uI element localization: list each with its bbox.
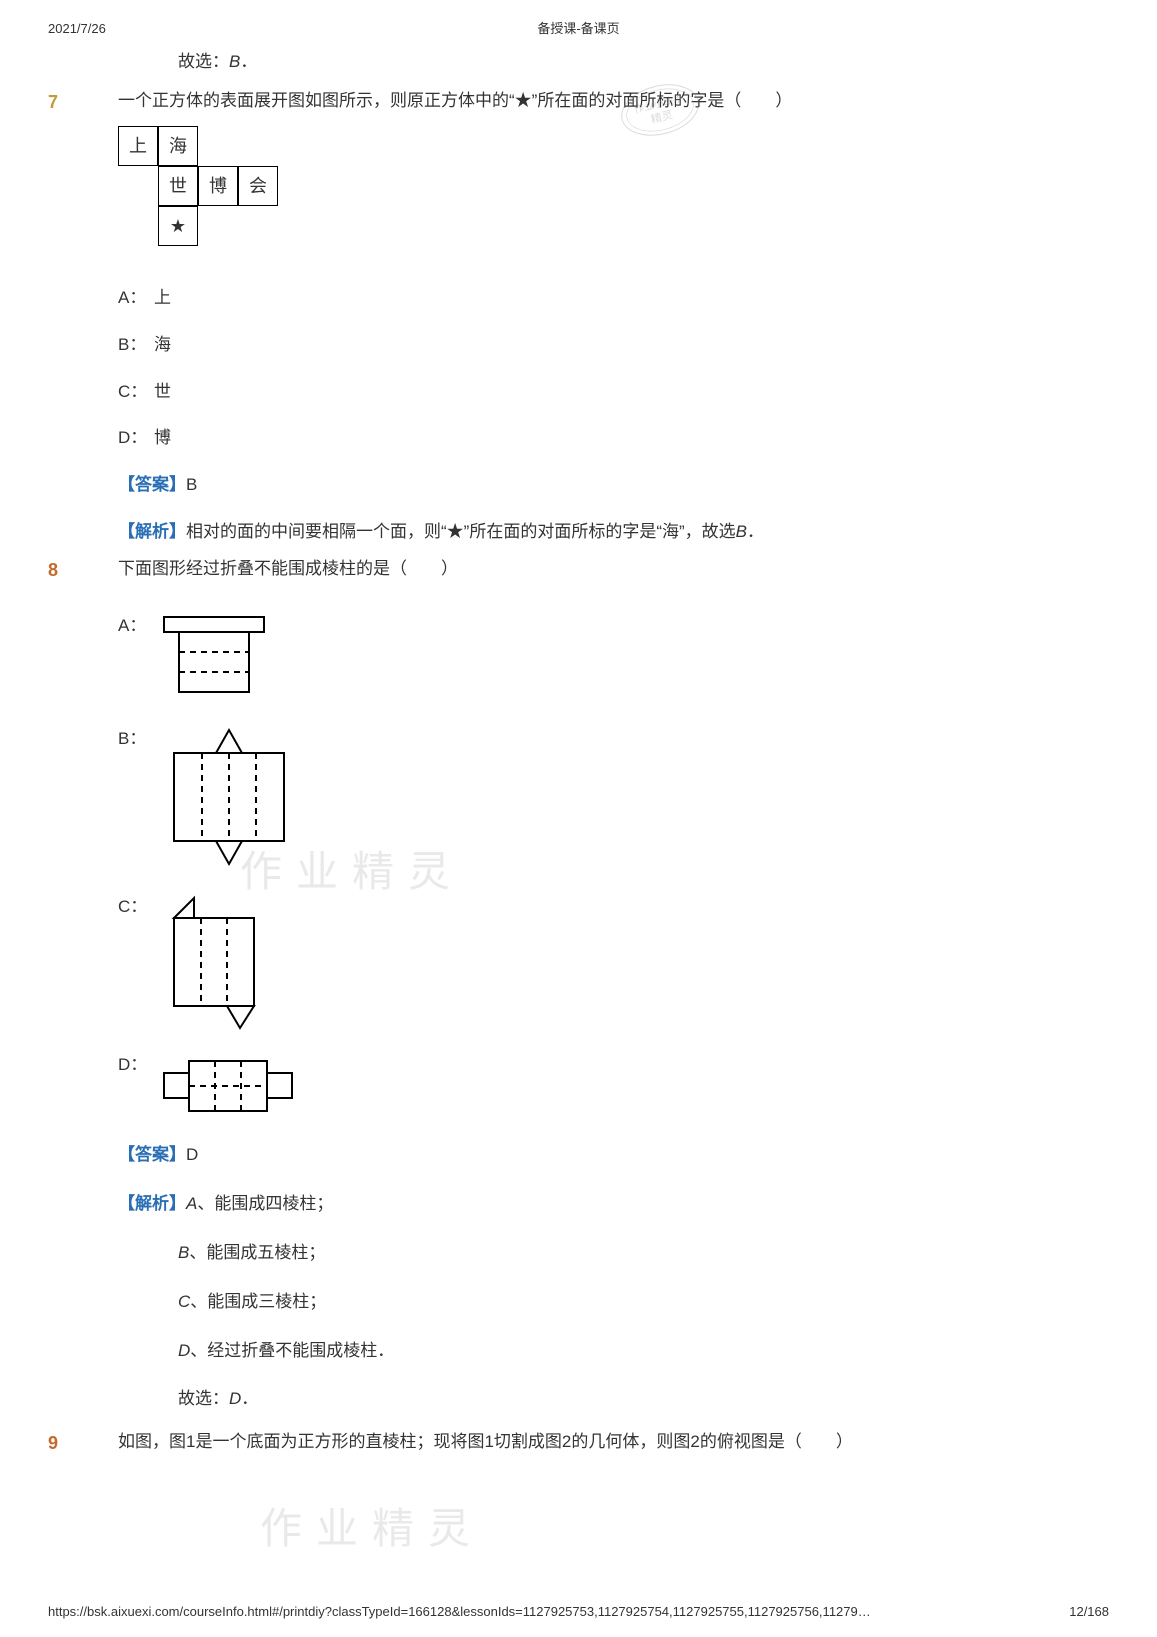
header-title: 备授课-备课页 xyxy=(0,18,1157,40)
q7-option-a: A： 上 xyxy=(118,284,1109,313)
q7-analysis-t3: ． xyxy=(747,522,764,541)
q8-line3: D、经过折叠不能围成棱柱． xyxy=(178,1337,1109,1366)
q9-stem: 如图，图1是一个底面为正方形的直棱柱；现将图1切割成图2的几何体，则图2的俯视图… xyxy=(118,1428,1109,1457)
q8-line1: B、能围成五棱柱； xyxy=(178,1239,1109,1268)
q7-option-b: B： 海 xyxy=(118,331,1109,360)
prev-suffix: ． xyxy=(240,52,257,71)
q8-line2-prefix: C xyxy=(178,1292,190,1311)
q8-line0-rest: 、能围成四棱柱； xyxy=(197,1194,333,1213)
q8-number: 8 xyxy=(48,555,118,586)
q7-stem-p2: 所在面的对面所标的字是（ ） xyxy=(537,91,792,110)
q8-d-label: D： xyxy=(118,1051,154,1080)
q8-b-label: B： xyxy=(118,725,154,754)
q8-line1-rest: 、能围成五棱柱； xyxy=(189,1243,325,1262)
q7-cube-net: 上 海 世 博 会 ★ xyxy=(118,126,298,266)
net-cell-hui: 会 xyxy=(238,166,278,206)
q8-answer-label: 【答案】 xyxy=(118,1145,186,1164)
q8-option-a: A： xyxy=(118,612,1109,707)
net-cell-star: ★ xyxy=(158,206,198,246)
q7-answer: B xyxy=(186,475,197,494)
q8-option-c: C： xyxy=(118,893,1109,1033)
footer-page: 12/168 xyxy=(1069,1601,1109,1623)
q8-line2-rest: 、能围成三棱柱； xyxy=(190,1292,326,1311)
q7-b-label: B： xyxy=(118,331,154,360)
q8-a-label: A： xyxy=(118,612,154,641)
q7-option-d: D： 博 xyxy=(118,424,1109,453)
svg-text:精灵: 精灵 xyxy=(650,108,674,126)
q8-option-b: B： xyxy=(118,725,1109,875)
q8-figure-d xyxy=(154,1051,314,1121)
q7-number: 7 xyxy=(48,87,118,118)
q7-d-label: D： xyxy=(118,424,154,453)
q7-a-label: A： xyxy=(118,284,154,313)
q8-figure-c xyxy=(154,893,284,1033)
q7-c-label: C： xyxy=(118,378,154,407)
q8-conclude-answer: D xyxy=(229,1389,241,1408)
q7-answer-row: 【答案】B xyxy=(118,471,1109,500)
net-cell-shang: 上 xyxy=(118,126,158,166)
question-7: 7 一个正方体的表面展开图如图所示，则原正方体中的“★”所在面的对面所标的字是（… xyxy=(48,87,1109,547)
q9-number: 9 xyxy=(48,1428,118,1459)
q8-line3-prefix: D xyxy=(178,1341,190,1360)
q8-line0-prefix: A xyxy=(186,1194,197,1213)
q8-conclude-suffix: ． xyxy=(241,1389,258,1408)
q8-c-label: C： xyxy=(118,893,154,922)
q7-d-text: 博 xyxy=(154,424,171,453)
q8-line2: C、能围成三棱柱； xyxy=(178,1288,1109,1317)
q7-answer-label: 【答案】 xyxy=(118,475,186,494)
q7-b-text: 海 xyxy=(154,331,171,360)
q7-analysis-t2: B xyxy=(736,522,747,541)
q8-analysis-label: 【解析】 xyxy=(118,1194,186,1213)
question-8: 8 下面图形经过折叠不能围成棱柱的是（ ） A： B： xyxy=(48,555,1109,1414)
q7-stem-p1: 一个正方体的表面展开图如图所示，则原正方体中的 xyxy=(118,91,509,110)
page-footer: https://bsk.aixuexi.com/courseInfo.html#… xyxy=(48,1601,1109,1623)
q8-option-d: D： xyxy=(118,1051,1109,1121)
q8-answer-row: 【答案】D xyxy=(118,1141,1109,1170)
q8-stem: 下面图形经过折叠不能围成棱柱的是（ ） xyxy=(118,555,1109,584)
question-9: 9 如图，图1是一个底面为正方形的直棱柱；现将图1切割成图2的几何体，则图2的俯… xyxy=(48,1428,1109,1467)
q7-analysis: 【解析】相对的面的中间要相隔一个面，则“★”所在面的对面所标的字是“海”，故选B… xyxy=(118,518,1109,547)
q7-stem: 一个正方体的表面展开图如图所示，则原正方体中的“★”所在面的对面所标的字是（ ）… xyxy=(118,87,1109,116)
q8-line3-rest: 、经过折叠不能围成棱柱． xyxy=(190,1341,394,1360)
net-cell-hai: 海 xyxy=(158,126,198,166)
q8-figure-b xyxy=(154,725,304,875)
q7-option-c: C： 世 xyxy=(118,378,1109,407)
watermark-text-2: 作业精灵 xyxy=(260,1495,484,1566)
q8-answer: D xyxy=(186,1145,198,1164)
q7-a-text: 上 xyxy=(154,284,171,313)
q8-conclusion: 故选：D． xyxy=(178,1385,1109,1414)
net-cell-shi: 世 xyxy=(158,166,198,206)
q8-conclude-prefix: 故选： xyxy=(178,1389,229,1408)
previous-conclusion: 故选：B． xyxy=(178,48,1109,77)
page-content: 故选：B． 7 一个正方体的表面展开图如图所示，则原正方体中的“★”所在面的对面… xyxy=(48,48,1109,1473)
prev-prefix: 故选： xyxy=(178,52,229,71)
q7-analysis-t1: 相对的面的中间要相隔一个面，则“★”所在面的对面所标的字是“海”，故选 xyxy=(186,522,736,541)
net-cell-bo: 博 xyxy=(198,166,238,206)
q8-line1-prefix: B xyxy=(178,1243,189,1262)
footer-url: https://bsk.aixuexi.com/courseInfo.html#… xyxy=(48,1601,871,1623)
q7-c-text: 世 xyxy=(154,378,171,407)
q7-analysis-label: 【解析】 xyxy=(118,522,186,541)
q8-figure-a xyxy=(154,612,284,707)
q7-star: ★ xyxy=(515,91,532,110)
q8-analysis: 【解析】A、能围成四棱柱； xyxy=(118,1190,1109,1219)
prev-answer-letter: B xyxy=(229,52,240,71)
